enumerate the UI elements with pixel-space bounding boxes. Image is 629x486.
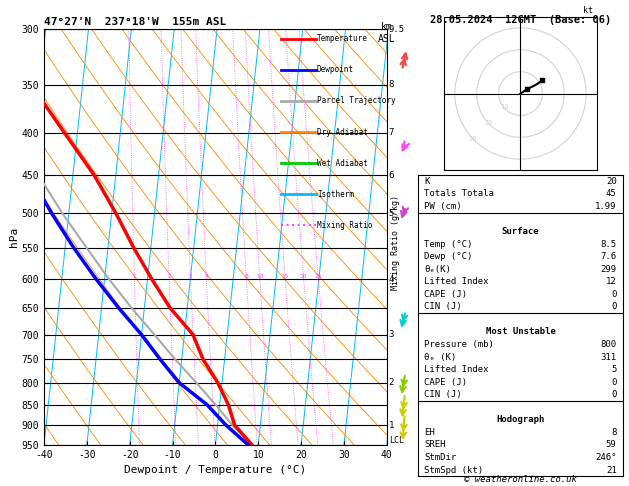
Text: 30: 30: [469, 136, 477, 142]
Text: 20: 20: [485, 120, 493, 126]
Text: SREH: SREH: [425, 440, 446, 450]
Text: 47°27'N  237°18'W  155m ASL: 47°27'N 237°18'W 155m ASL: [44, 17, 226, 27]
Text: Lifted Index: Lifted Index: [425, 365, 489, 374]
Text: 3: 3: [389, 330, 394, 339]
Text: 2: 2: [167, 274, 171, 279]
Text: K: K: [425, 177, 430, 186]
Text: ASL: ASL: [378, 34, 396, 44]
Text: 20: 20: [300, 274, 308, 279]
Text: 299: 299: [601, 264, 616, 274]
Text: EH: EH: [425, 428, 435, 437]
Text: θₑ (K): θₑ (K): [425, 352, 457, 362]
Text: 8: 8: [389, 80, 394, 89]
Text: CAPE (J): CAPE (J): [425, 378, 467, 387]
Text: km: km: [381, 22, 392, 32]
Text: Temperature: Temperature: [317, 34, 368, 43]
Text: 8: 8: [611, 428, 616, 437]
Text: 3: 3: [189, 274, 192, 279]
Text: Surface: Surface: [502, 227, 539, 236]
Text: 1.99: 1.99: [595, 202, 616, 211]
Text: 4: 4: [389, 275, 394, 283]
X-axis label: Dewpoint / Temperature (°C): Dewpoint / Temperature (°C): [125, 465, 306, 475]
Text: Hodograph: Hodograph: [496, 415, 545, 424]
Text: 8.5: 8.5: [601, 240, 616, 248]
Text: CIN (J): CIN (J): [425, 390, 462, 399]
Text: 28.05.2024  12GMT  (Base: 06): 28.05.2024 12GMT (Base: 06): [430, 15, 611, 25]
Text: StmSpd (kt): StmSpd (kt): [425, 466, 484, 474]
Text: 15: 15: [281, 274, 289, 279]
Text: 7: 7: [389, 128, 394, 138]
Text: Mixing Ratio (g/kg): Mixing Ratio (g/kg): [391, 195, 399, 291]
Text: 4: 4: [204, 274, 208, 279]
Text: Totals Totala: Totals Totala: [425, 189, 494, 198]
Text: Pressure (mb): Pressure (mb): [425, 340, 494, 349]
Text: 59: 59: [606, 440, 616, 450]
Text: Isotherm: Isotherm: [317, 190, 354, 199]
Text: 6: 6: [389, 171, 394, 180]
Text: 10: 10: [501, 104, 509, 110]
Text: 0: 0: [611, 378, 616, 387]
Text: CIN (J): CIN (J): [425, 302, 462, 312]
Text: 10: 10: [256, 274, 264, 279]
Text: Most Unstable: Most Unstable: [486, 328, 555, 336]
Text: PW (cm): PW (cm): [425, 202, 462, 211]
Text: Dewp (°C): Dewp (°C): [425, 252, 473, 261]
Text: 25: 25: [314, 274, 322, 279]
Text: Dry Adiabat: Dry Adiabat: [317, 127, 368, 137]
Text: 20: 20: [606, 177, 616, 186]
Text: 2: 2: [389, 378, 394, 387]
Text: 1: 1: [389, 421, 394, 430]
Text: Wet Adiabat: Wet Adiabat: [317, 158, 368, 168]
Text: θₑ(K): θₑ(K): [425, 264, 451, 274]
Text: 0: 0: [611, 390, 616, 399]
Text: 5: 5: [389, 209, 394, 218]
Text: 7.6: 7.6: [601, 252, 616, 261]
Text: 12: 12: [606, 277, 616, 286]
Text: CAPE (J): CAPE (J): [425, 290, 467, 299]
Text: 21: 21: [606, 466, 616, 474]
Text: 5: 5: [611, 365, 616, 374]
Text: Parcel Trajectory: Parcel Trajectory: [317, 96, 396, 105]
Text: 1: 1: [133, 274, 136, 279]
Text: 9.5: 9.5: [389, 25, 405, 34]
Y-axis label: hPa: hPa: [9, 227, 19, 247]
Text: Temp (°C): Temp (°C): [425, 240, 473, 248]
Text: 311: 311: [601, 352, 616, 362]
Text: 8: 8: [245, 274, 248, 279]
Text: kt: kt: [582, 6, 593, 15]
Text: Dewpoint: Dewpoint: [317, 65, 354, 74]
Text: 800: 800: [601, 340, 616, 349]
Text: 0: 0: [611, 302, 616, 312]
Text: Mixing Ratio: Mixing Ratio: [317, 221, 372, 230]
Text: StmDir: StmDir: [425, 453, 457, 462]
Text: 45: 45: [606, 189, 616, 198]
Text: © weatheronline.co.uk: © weatheronline.co.uk: [464, 474, 577, 484]
Text: Lifted Index: Lifted Index: [425, 277, 489, 286]
Text: 246°: 246°: [595, 453, 616, 462]
Text: 0: 0: [611, 290, 616, 299]
Text: LCL: LCL: [389, 435, 404, 445]
